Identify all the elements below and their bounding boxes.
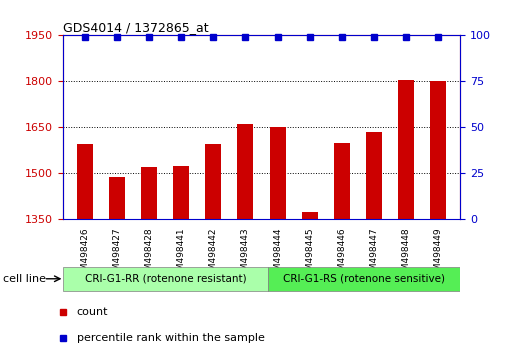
- Text: CRI-G1-RS (rotenone sensitive): CRI-G1-RS (rotenone sensitive): [283, 274, 445, 284]
- Bar: [109, 177, 126, 219]
- Text: count: count: [77, 307, 108, 318]
- Bar: [206, 144, 221, 219]
- Text: CRI-G1-RR (rotenone resistant): CRI-G1-RR (rotenone resistant): [85, 274, 246, 284]
- Text: GDS4014 / 1372865_at: GDS4014 / 1372865_at: [63, 21, 208, 34]
- Bar: [141, 167, 157, 219]
- Bar: [334, 143, 350, 219]
- Bar: [237, 124, 254, 219]
- Bar: [302, 212, 317, 219]
- Bar: [430, 81, 446, 219]
- Bar: [397, 80, 414, 219]
- Bar: [268, 267, 460, 291]
- Bar: [77, 144, 93, 219]
- Bar: [269, 127, 286, 219]
- Bar: [63, 267, 268, 291]
- Bar: [366, 132, 382, 219]
- Text: percentile rank within the sample: percentile rank within the sample: [77, 333, 265, 343]
- Text: cell line: cell line: [3, 274, 46, 284]
- Bar: [173, 166, 189, 219]
